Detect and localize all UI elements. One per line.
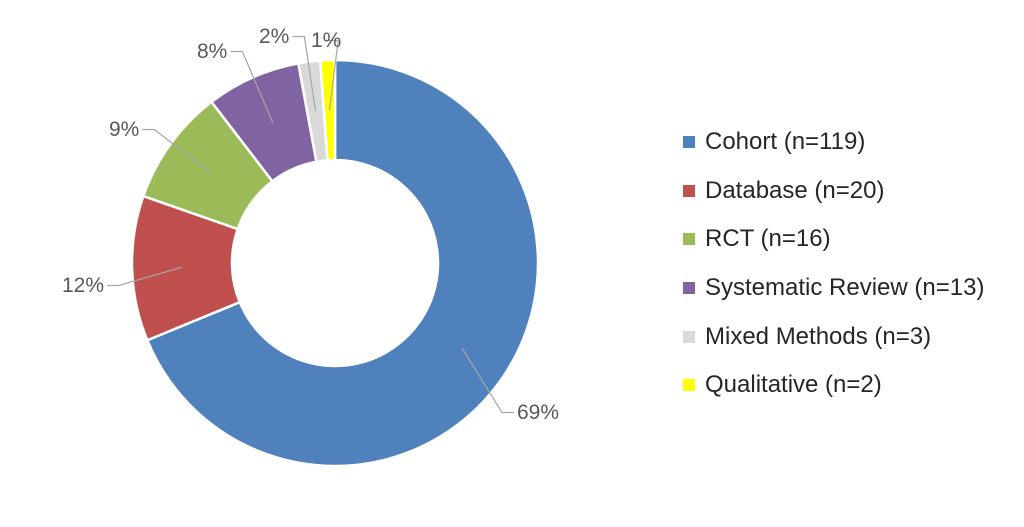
legend-swatch-database bbox=[683, 184, 695, 197]
leader-line-database bbox=[107, 266, 183, 287]
legend-label-rct: RCT (n=16) bbox=[705, 225, 831, 253]
legend-label-database: Database (n=20) bbox=[705, 176, 885, 204]
legend-swatch-rct bbox=[683, 233, 695, 246]
percent-label-systematic-review: 8% bbox=[197, 40, 227, 63]
donut-chart: 69% 12% 9% 8% 2% 1% bbox=[62, 25, 559, 468]
leader-lines bbox=[107, 35, 514, 414]
legend-swatch-qualitative bbox=[683, 379, 695, 392]
legend-item-systematic-review: Systematic Review (n=13) bbox=[683, 264, 984, 313]
percent-labels: 69% 12% 9% 8% 2% 1% bbox=[62, 25, 559, 424]
legend-label-qualitative: Qualitative (n=2) bbox=[705, 371, 882, 399]
legend: Cohort (n=119) Database (n=20) RCT (n=16… bbox=[683, 118, 984, 410]
percent-label-database: 12% bbox=[62, 274, 104, 297]
legend-item-rct: RCT (n=16) bbox=[683, 215, 984, 264]
legend-swatch-mixed-methods bbox=[683, 330, 695, 343]
slice-qualitative bbox=[318, 58, 337, 162]
legend-swatch-cohort bbox=[683, 136, 695, 149]
leader-line-qualitative bbox=[326, 39, 339, 111]
legend-label-mixed-methods: Mixed Methods (n=3) bbox=[705, 322, 932, 350]
leader-line-cohort bbox=[461, 347, 514, 414]
legend-item-mixed-methods: Mixed Methods (n=3) bbox=[683, 312, 984, 361]
legend-swatch-systematic-review bbox=[683, 282, 695, 295]
leader-line-mixed-methods bbox=[292, 35, 317, 112]
percent-label-rct: 9% bbox=[109, 118, 139, 141]
legend-item-qualitative: Qualitative (n=2) bbox=[683, 361, 984, 410]
legend-item-database: Database (n=20) bbox=[683, 167, 984, 216]
legend-item-cohort: Cohort (n=119) bbox=[683, 118, 984, 167]
donut-slices bbox=[130, 58, 540, 468]
legend-label-systematic-review: Systematic Review (n=13) bbox=[705, 274, 985, 302]
percent-label-cohort: 69% bbox=[517, 401, 559, 424]
leader-line-systematic-review bbox=[230, 50, 274, 124]
leader-line-rct bbox=[142, 128, 212, 174]
percent-label-qualitative: 1% bbox=[311, 29, 341, 52]
percent-label-mixed-methods: 2% bbox=[259, 25, 289, 48]
slice-cohort bbox=[145, 58, 540, 468]
legend-label-cohort: Cohort (n=119) bbox=[705, 128, 866, 156]
